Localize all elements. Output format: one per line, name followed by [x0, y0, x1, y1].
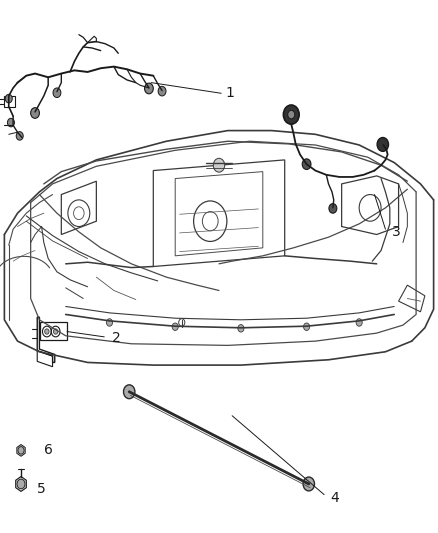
Circle shape — [16, 132, 23, 140]
Circle shape — [7, 118, 14, 127]
Circle shape — [377, 138, 389, 151]
Circle shape — [53, 88, 61, 98]
Circle shape — [213, 158, 225, 172]
Text: 6: 6 — [44, 443, 53, 457]
Circle shape — [53, 329, 58, 334]
Circle shape — [45, 329, 49, 334]
Circle shape — [31, 108, 39, 118]
Circle shape — [106, 319, 113, 326]
Circle shape — [329, 204, 337, 213]
Circle shape — [288, 110, 295, 119]
Circle shape — [238, 325, 244, 332]
Circle shape — [17, 479, 25, 489]
Circle shape — [304, 323, 310, 330]
Circle shape — [303, 477, 314, 491]
Circle shape — [356, 319, 362, 326]
Text: 3: 3 — [392, 225, 401, 239]
Circle shape — [283, 105, 299, 124]
Text: 4: 4 — [331, 491, 339, 505]
Polygon shape — [17, 445, 25, 456]
Circle shape — [302, 159, 311, 169]
Circle shape — [158, 86, 166, 96]
Circle shape — [172, 323, 178, 330]
Text: 2: 2 — [112, 332, 120, 345]
Text: 1: 1 — [226, 86, 234, 100]
Circle shape — [5, 94, 12, 103]
Circle shape — [145, 83, 153, 94]
Text: 5: 5 — [37, 482, 46, 496]
Polygon shape — [16, 477, 26, 491]
Circle shape — [18, 447, 24, 454]
Circle shape — [124, 385, 135, 399]
